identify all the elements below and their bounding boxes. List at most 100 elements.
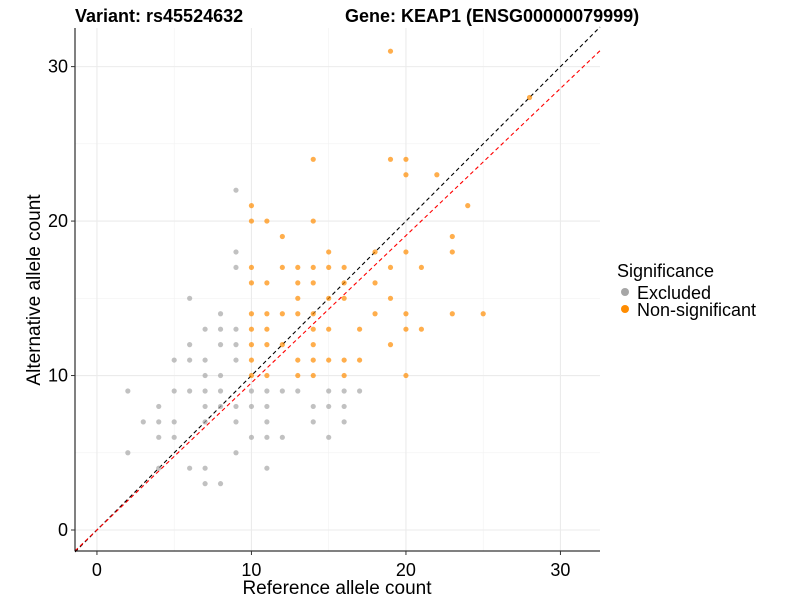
point-non-significant	[310, 372, 316, 379]
gene-title: Gene: KEAP1 (ENSG00000079999)	[345, 6, 639, 26]
point-non-significant	[295, 280, 301, 286]
y-tick-label: 20	[48, 211, 68, 231]
point-excluded	[264, 419, 270, 425]
variant-title: Variant: rs45524632	[75, 6, 243, 26]
point-non-significant	[310, 264, 316, 271]
point-non-significant	[295, 357, 301, 363]
point-non-significant	[279, 311, 285, 317]
point-non-significant	[295, 264, 301, 271]
point-non-significant	[341, 264, 347, 271]
point-non-significant	[480, 311, 486, 317]
point-excluded	[187, 465, 193, 471]
point-excluded	[248, 403, 255, 410]
point-non-significant	[264, 372, 270, 379]
point-non-significant	[341, 295, 347, 301]
point-excluded	[202, 357, 208, 363]
legend-label-excluded: Excluded	[637, 283, 711, 303]
legend-label-non-significant: Non-significant	[637, 300, 756, 320]
legend-swatch-non-significant	[621, 305, 629, 313]
point-non-significant	[295, 372, 301, 379]
point-excluded	[264, 465, 270, 471]
point-non-significant	[372, 280, 378, 286]
point-excluded	[171, 388, 177, 394]
point-excluded	[156, 403, 162, 410]
point-excluded	[326, 403, 332, 410]
point-non-significant	[279, 264, 285, 271]
point-excluded	[202, 419, 208, 425]
point-excluded	[217, 403, 224, 410]
point-excluded	[156, 419, 162, 425]
point-excluded	[187, 357, 193, 363]
point-excluded	[125, 388, 131, 394]
point-non-significant	[434, 172, 440, 178]
data-points	[125, 48, 533, 487]
legend-title: Significance	[617, 261, 714, 281]
point-non-significant	[387, 342, 394, 348]
point-non-significant	[356, 357, 363, 363]
point-excluded	[310, 403, 316, 410]
point-non-significant	[403, 172, 409, 178]
point-non-significant	[341, 357, 347, 363]
point-non-significant	[403, 372, 409, 379]
point-non-significant	[387, 48, 394, 54]
point-excluded	[217, 311, 224, 317]
point-non-significant	[449, 249, 455, 255]
point-excluded	[279, 388, 285, 394]
point-non-significant	[295, 311, 301, 317]
point-excluded	[171, 419, 177, 425]
point-non-significant	[326, 326, 332, 332]
point-excluded	[233, 403, 239, 410]
point-non-significant	[341, 280, 347, 286]
point-excluded	[217, 372, 224, 379]
point-excluded	[341, 403, 347, 410]
point-non-significant	[387, 264, 394, 271]
point-excluded	[217, 388, 224, 394]
point-excluded	[326, 434, 332, 440]
point-non-significant	[264, 342, 270, 348]
point-non-significant	[526, 94, 533, 101]
point-non-significant	[295, 295, 301, 301]
x-tick-label: 30	[550, 560, 570, 580]
grid	[75, 28, 600, 551]
point-excluded	[233, 187, 239, 193]
point-non-significant	[310, 326, 316, 332]
point-non-significant	[248, 203, 255, 209]
point-excluded	[310, 419, 316, 425]
point-excluded	[187, 388, 193, 394]
point-excluded	[217, 326, 224, 332]
point-non-significant	[310, 218, 316, 224]
point-non-significant	[403, 326, 409, 332]
y-tick-label: 10	[48, 366, 68, 386]
point-excluded	[264, 388, 270, 394]
point-non-significant	[279, 342, 285, 348]
point-non-significant	[248, 357, 255, 363]
y-tick-label: 0	[58, 520, 68, 540]
point-non-significant	[310, 156, 316, 162]
point-non-significant	[248, 372, 255, 379]
point-non-significant	[248, 326, 255, 332]
point-non-significant	[310, 280, 316, 286]
x-tick-label: 20	[396, 560, 416, 580]
point-non-significant	[248, 264, 255, 271]
point-excluded	[202, 372, 208, 379]
point-excluded	[187, 295, 193, 301]
point-non-significant	[264, 326, 270, 332]
point-non-significant	[449, 233, 455, 240]
point-non-significant	[403, 156, 409, 162]
point-non-significant	[264, 218, 270, 224]
point-excluded	[233, 249, 239, 255]
point-excluded	[233, 264, 239, 271]
point-excluded	[233, 326, 239, 332]
x-tick-label: 10	[241, 560, 261, 580]
point-non-significant	[248, 218, 255, 224]
point-excluded	[202, 481, 208, 487]
point-excluded	[233, 342, 239, 348]
point-non-significant	[279, 233, 285, 240]
point-excluded	[356, 388, 363, 394]
y-ticks: 0 10 20 30	[48, 57, 75, 540]
point-excluded	[233, 419, 239, 425]
point-non-significant	[356, 326, 363, 332]
point-excluded	[264, 434, 270, 440]
point-non-significant	[403, 249, 409, 255]
